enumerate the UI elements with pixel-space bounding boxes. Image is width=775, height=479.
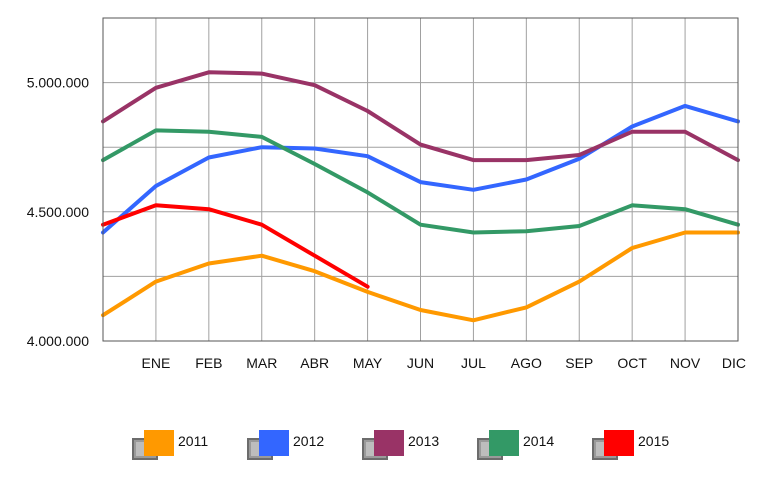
x-tick-label: JUL	[461, 355, 486, 371]
legend-label: 2012	[293, 433, 325, 449]
x-tick-label: SEP	[565, 355, 593, 371]
series-line-2014	[101, 128, 740, 235]
x-tick-label: FEB	[195, 355, 222, 371]
grid	[103, 18, 738, 341]
x-tick-label: OCT	[617, 355, 647, 371]
series-line-2012	[101, 103, 740, 235]
legend-swatch	[592, 424, 634, 462]
legend-swatch	[362, 424, 404, 462]
legend-swatch	[247, 424, 289, 462]
legend: 2011 2012 2013 2014 2015	[0, 424, 775, 468]
x-tick-label: AGO	[511, 355, 542, 371]
legend-label: 2013	[408, 433, 440, 449]
y-tick-label: 4.500.000	[27, 204, 89, 220]
series-lines	[101, 70, 740, 323]
y-axis-labels: 4.000.000 4.500.000 5.000.000	[27, 75, 89, 349]
x-tick-label: MAY	[353, 355, 383, 371]
series-line-2013	[101, 70, 740, 163]
legend-label: 2014	[523, 433, 555, 449]
x-tick-label: NOV	[670, 355, 701, 371]
legend-swatch	[132, 424, 174, 462]
line-chart: 4.000.000 4.500.000 5.000.000 ENE FEB MAR ABR…	[27, 17, 746, 371]
x-tick-label: ENE	[142, 355, 171, 371]
x-tick-label: ABR	[300, 355, 329, 371]
series-line-2011	[101, 230, 740, 323]
y-tick-label: 5.000.000	[27, 75, 89, 91]
legend-label: 2015	[638, 433, 670, 449]
legend-label: 2011	[178, 433, 209, 449]
y-tick-label: 4.000.000	[27, 333, 89, 349]
x-axis-labels: ENE FEB MAR ABR MAY JUN JUL AGO SEP OCT NOV DIC	[142, 355, 746, 371]
x-tick-label: JUN	[407, 355, 434, 371]
legend-swatch	[477, 424, 519, 462]
series-line-2015	[101, 203, 370, 289]
plot-frame	[102, 17, 739, 342]
x-tick-label: MAR	[246, 355, 277, 371]
x-tick-label: DIC	[722, 355, 746, 371]
